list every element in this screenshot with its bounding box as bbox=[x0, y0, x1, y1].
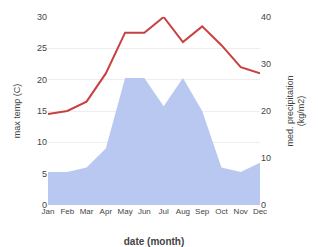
svg-text:0: 0 bbox=[261, 200, 266, 210]
svg-text:Apr: Apr bbox=[100, 207, 113, 216]
svg-text:15: 15 bbox=[37, 106, 47, 116]
svg-text:Dec: Dec bbox=[253, 207, 267, 216]
svg-text:Oct: Oct bbox=[215, 207, 228, 216]
svg-text:30: 30 bbox=[261, 59, 271, 69]
svg-text:Jan: Jan bbox=[42, 207, 55, 216]
svg-text:Nov: Nov bbox=[234, 207, 248, 216]
svg-text:0: 0 bbox=[42, 200, 47, 210]
svg-text:20: 20 bbox=[261, 106, 271, 116]
svg-text:40: 40 bbox=[261, 12, 271, 22]
svg-text:Jul: Jul bbox=[159, 207, 169, 216]
svg-text:Aug: Aug bbox=[176, 207, 190, 216]
svg-text:25: 25 bbox=[37, 43, 47, 53]
svg-text:max temp (C): max temp (C) bbox=[12, 84, 22, 139]
svg-text:30: 30 bbox=[37, 12, 47, 22]
svg-text:10: 10 bbox=[261, 153, 271, 163]
svg-text:Sep: Sep bbox=[195, 207, 210, 216]
svg-text:5: 5 bbox=[42, 169, 47, 179]
svg-text:date (month): date (month) bbox=[124, 236, 185, 247]
svg-text:20: 20 bbox=[37, 75, 47, 85]
svg-text:May: May bbox=[118, 207, 133, 216]
svg-text:med. precipitation(kg/m2): med. precipitation(kg/m2) bbox=[285, 75, 307, 146]
svg-text:Feb: Feb bbox=[60, 207, 74, 216]
svg-text:Jun: Jun bbox=[138, 207, 151, 216]
svg-text:10: 10 bbox=[37, 137, 47, 147]
svg-text:Mar: Mar bbox=[80, 207, 94, 216]
